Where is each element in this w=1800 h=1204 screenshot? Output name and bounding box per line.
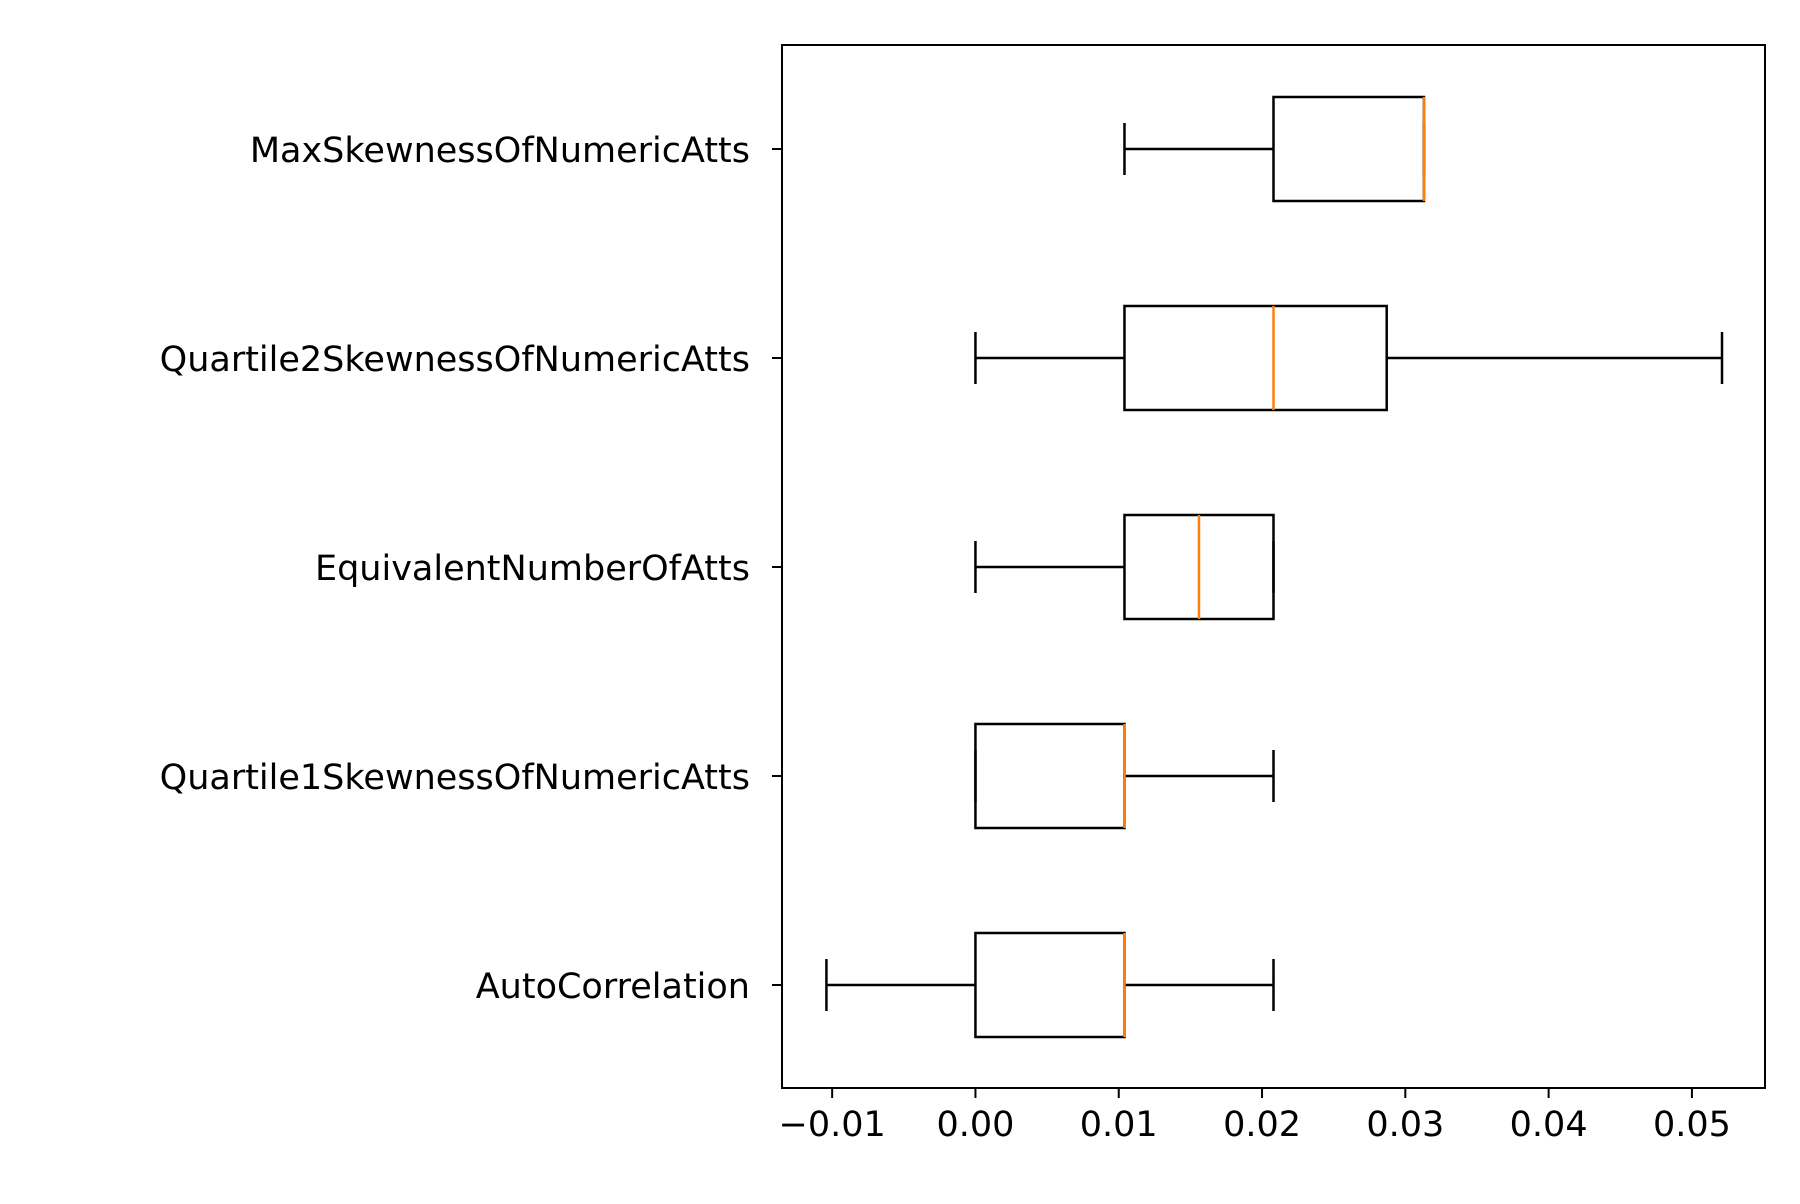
x-tick-label: −0.01 <box>779 1105 886 1145</box>
x-tick-label: 0.02 <box>1223 1105 1301 1145</box>
y-tick-label: Quartile1SkewnessOfNumericAtts <box>160 758 750 798</box>
y-axis: AutoCorrelation Quartile1SkewnessOfNumeri… <box>160 131 782 1007</box>
box-group <box>1123 95 1426 203</box>
x-tick-label: 0.04 <box>1510 1105 1588 1145</box>
y-tick-label: Quartile2SkewnessOfNumericAtts <box>160 340 750 380</box>
box-group <box>974 304 1724 412</box>
x-tick-label: 0.03 <box>1366 1105 1444 1145</box>
y-tick-label: MaxSkewnessOfNumericAtts <box>250 131 750 171</box>
x-tick-label: 0.00 <box>936 1105 1014 1145</box>
box-group <box>825 931 1275 1039</box>
x-axis: −0.01 0.00 0.01 0.02 0.03 0.04 0.05 <box>779 1088 1731 1145</box>
y-tick-label: EquivalentNumberOfAtts <box>315 549 750 589</box>
box-iqr <box>1123 304 1388 412</box>
box-group <box>974 722 1275 830</box>
y-tick-label: AutoCorrelation <box>476 967 750 1007</box>
box-group <box>974 513 1275 621</box>
x-tick-label: 0.05 <box>1653 1105 1731 1145</box>
chart-marks <box>825 95 1724 1039</box>
x-tick-label: 0.01 <box>1080 1105 1158 1145</box>
